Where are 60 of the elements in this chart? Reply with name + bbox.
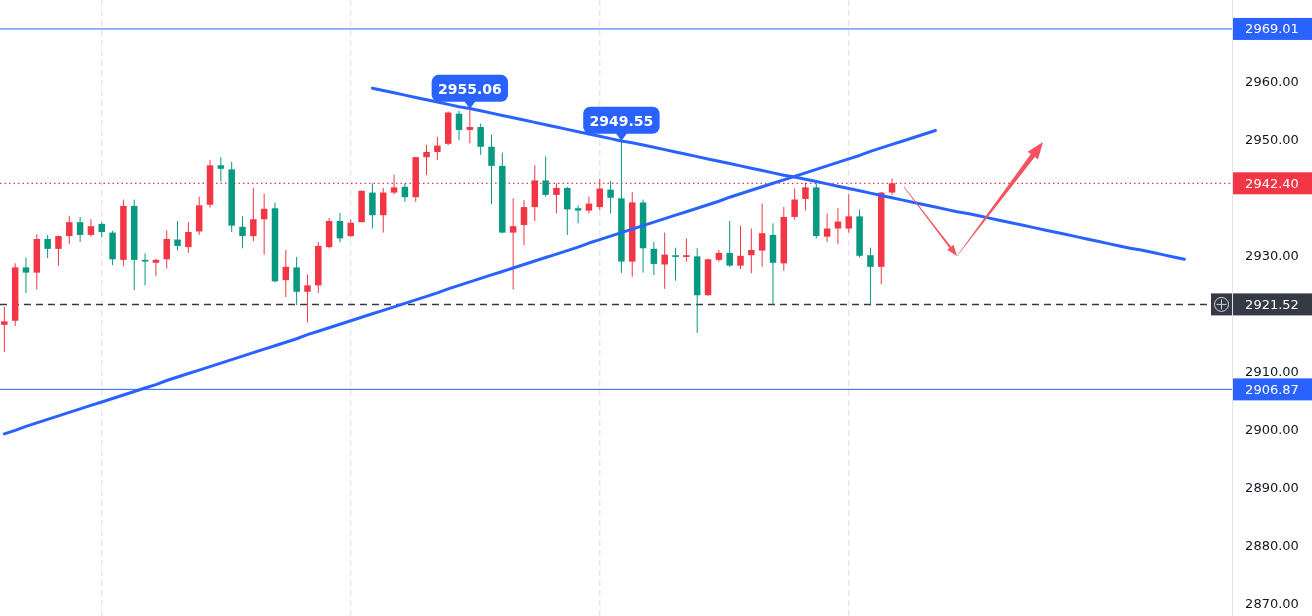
candlestick	[488, 134, 495, 205]
candlestick	[174, 220, 181, 252]
candlestick	[1, 306, 8, 353]
candlestick	[726, 220, 733, 268]
candlestick	[282, 249, 290, 298]
candlestick	[55, 235, 62, 267]
ref-line-label: 2906.87	[1245, 381, 1299, 397]
annotation: 2949.55	[589, 113, 654, 130]
candlestick	[141, 252, 149, 286]
y-tick-label: 2900.00	[1245, 421, 1299, 437]
candlestick	[574, 204, 582, 224]
ref-line-label: 2969.01	[1245, 21, 1299, 37]
candlestick	[650, 241, 658, 276]
candlestick	[185, 221, 192, 254]
candlestick	[845, 193, 853, 234]
y-tick-label: 2930.00	[1245, 247, 1299, 263]
candlestick	[672, 247, 679, 282]
candlestick	[87, 218, 95, 238]
candlestick	[683, 237, 690, 263]
candlestick	[304, 273, 311, 323]
candlestick	[152, 258, 160, 277]
y-tick-label: 2880.00	[1245, 537, 1299, 553]
candlestick	[748, 228, 755, 274]
candlestick	[737, 225, 744, 270]
candlestick	[44, 234, 51, 259]
candlestick	[66, 215, 73, 245]
candlestick	[834, 207, 842, 245]
y-tick-label: 2910.00	[1245, 363, 1299, 379]
y-tick-label: 2960.00	[1245, 73, 1299, 89]
y-tick-label: 2950.00	[1245, 131, 1299, 147]
candlestick	[76, 216, 84, 243]
candlestick	[455, 110, 463, 141]
candlestick	[520, 199, 528, 246]
candlestick	[661, 232, 668, 290]
candlestick	[434, 136, 441, 161]
candlestick	[758, 203, 766, 268]
candlestick	[867, 247, 874, 306]
candlestick	[379, 187, 387, 234]
candlestick	[22, 257, 30, 294]
annotation: 2955.06	[437, 81, 502, 98]
ref-line-label: 2921.52	[1245, 296, 1299, 312]
candlestick	[477, 123, 484, 156]
candlestick	[564, 186, 571, 236]
candlestick	[423, 144, 430, 176]
candlestick	[369, 182, 376, 230]
candlestick	[466, 109, 474, 144]
y-tick-label: 2870.00	[1245, 595, 1299, 611]
candlestick	[217, 156, 225, 183]
candlestick	[509, 197, 517, 290]
candlestick	[239, 215, 246, 249]
candlestick	[823, 212, 831, 243]
candlestick	[542, 156, 549, 198]
candlestick	[336, 212, 344, 243]
candlestick	[585, 196, 593, 214]
y-tick-label: 2890.00	[1245, 479, 1299, 495]
candlestick	[250, 187, 257, 242]
candlestick	[163, 229, 170, 270]
candlestick	[607, 180, 614, 214]
candlestick	[791, 188, 798, 221]
ref-line-label: 2942.40	[1245, 175, 1299, 191]
